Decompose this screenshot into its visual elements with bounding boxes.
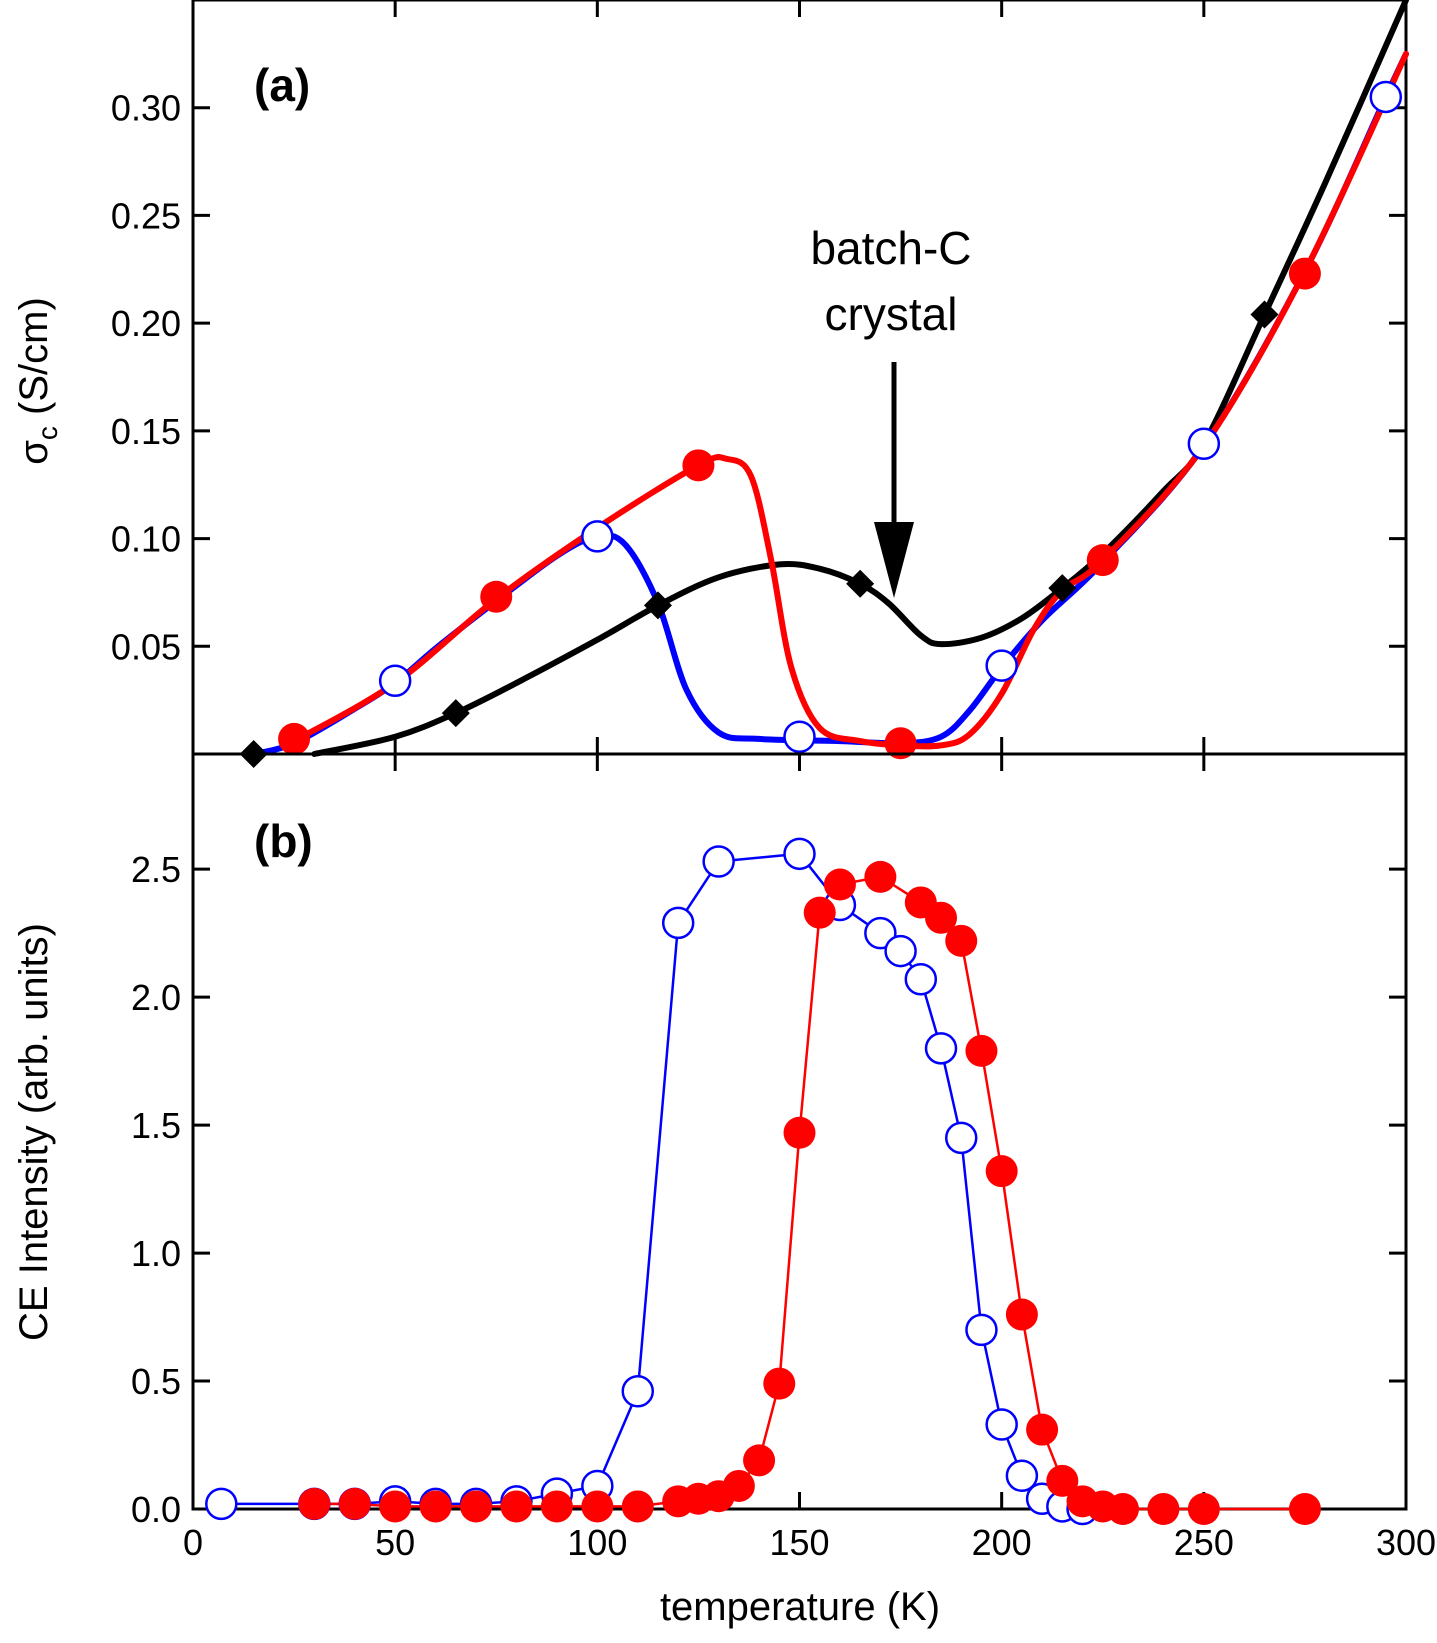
b-marker-blue-open-circle [702, 845, 735, 878]
b-marker-red-filled-circle [925, 901, 958, 934]
b-marker-red-filled-circle [621, 1490, 654, 1523]
panel-a-label: (a) [254, 59, 310, 111]
b-marker-red-filled-circle [722, 1469, 755, 1502]
b-marker-red-filled-circle [965, 1034, 998, 1067]
b-marker-red-filled-circle [1288, 1493, 1321, 1525]
a-marker-blue-open-circle [581, 520, 614, 553]
a-marker-red-filled-circle [278, 722, 311, 755]
b-marker-red-filled-circle [1005, 1298, 1038, 1331]
sigma-symbol: σ [12, 440, 56, 465]
a-marker-black-diamond [441, 699, 470, 728]
b-ytick-label: 2.0 [131, 977, 181, 1018]
a-marker-black-diamond [1048, 574, 1077, 603]
a-marker-red-filled-circle [480, 580, 513, 613]
b-marker-blue-open-circle [661, 906, 695, 940]
panel-a-ylabel: σc (S/cm) [12, 297, 63, 465]
a-ytick-label: 0.15 [111, 411, 181, 452]
annotation-line2: crystal [825, 288, 958, 340]
panel-b-series [205, 837, 1321, 1526]
b-ytick-label: 1.0 [131, 1233, 181, 1274]
panel-b-ylabel: CE Intensity (arb. units) [12, 923, 56, 1341]
a-marker-blue-open-circle [1187, 427, 1221, 461]
b-marker-red-filled-circle [1026, 1413, 1059, 1446]
sigma-subscript: c [32, 426, 63, 440]
b-marker-red-filled-circle [743, 1444, 776, 1477]
a-marker-red-filled-circle [884, 727, 917, 760]
b-marker-red-filled-circle [823, 868, 856, 901]
b-marker-red-filled-circle [864, 860, 897, 893]
b-marker-red-filled-circle [1187, 1493, 1220, 1525]
panel-a: 0.05 0.10 0.15 0.20 0.25 0.30 (a) batch-C cry… [12, 0, 1409, 768]
b-series-red-line [314, 875, 1305, 1511]
b-ytick-label: 1.5 [131, 1105, 181, 1146]
a-marker-blue-open-circle [1369, 80, 1403, 114]
b-marker-red-filled-circle [763, 1367, 796, 1400]
b-marker-blue-open-circle [864, 916, 897, 950]
b-marker-red-filled-circle [379, 1490, 412, 1523]
annotation-line1: batch-C [810, 222, 971, 274]
b-marker-blue-open-circle [985, 1408, 1018, 1441]
panel-b-ticks: 0.0 0.5 1.0 1.5 2.0 2.5 0 50 100 150 200 250 300 [131, 754, 1436, 1563]
a-ytick-label: 0.25 [111, 195, 181, 236]
panel-a-frame [191, 0, 1408, 756]
b-marker-red-filled-circle [1147, 1493, 1180, 1525]
a-marker-blue-open-circle [378, 664, 412, 698]
b-ytick-label: 0.0 [131, 1489, 181, 1530]
b-marker-red-filled-circle [338, 1487, 371, 1520]
a-series-black-line [311, 0, 1409, 757]
b-marker-blue-open-circle [205, 1487, 238, 1521]
a-marker-red-filled-circle [1086, 544, 1119, 577]
a-ytick-label: 0.10 [111, 519, 181, 560]
b-marker-blue-open-circle [924, 1032, 958, 1065]
b-marker-red-filled-circle [783, 1116, 816, 1149]
b-marker-red-filled-circle [1106, 1493, 1139, 1525]
a-marker-red-filled-circle [682, 449, 715, 482]
x-tick-label: 100 [567, 1522, 627, 1563]
b-marker-red-filled-circle [540, 1490, 573, 1523]
x-tick-label: 250 [1174, 1522, 1234, 1563]
b-marker-red-filled-circle [581, 1490, 614, 1523]
panel-a-ticks: 0.05 0.10 0.15 0.20 0.25 0.30 [111, 0, 1406, 754]
b-marker-blue-open-circle [944, 1121, 978, 1155]
b-marker-blue-open-circle [904, 962, 938, 996]
b-marker-red-filled-circle [985, 1155, 1018, 1188]
panel-b: 0.0 0.5 1.0 1.5 2.0 2.5 0 50 100 150 200 250 300 (b)… [12, 752, 1436, 1629]
b-marker-blue-open-circle [884, 934, 917, 968]
b-marker-blue-open-circle [783, 837, 816, 871]
b-ytick-label: 0.5 [131, 1361, 181, 1402]
x-axis-title: temperature (K) [660, 1585, 940, 1629]
b-marker-blue-open-circle [965, 1313, 998, 1347]
a-marker-black-diamond [1250, 300, 1279, 329]
x-tick-label: 150 [769, 1522, 829, 1563]
b-marker-blue-open-circle [1005, 1459, 1039, 1492]
panel-b-label: (b) [254, 815, 313, 867]
ylabel-units: (S/cm) [12, 297, 56, 426]
b-marker-blue-open-circle [621, 1375, 655, 1408]
a-ytick-label: 0.20 [111, 303, 181, 344]
x-tick-label: 0 [183, 1522, 203, 1563]
a-ytick-label: 0.30 [111, 88, 181, 129]
x-tick-label: 300 [1376, 1522, 1436, 1563]
a-series-red-line [291, 50, 1409, 750]
x-tick-label: 50 [375, 1522, 415, 1563]
x-tick-label: 200 [972, 1522, 1032, 1563]
a-marker-black-diamond [846, 569, 875, 598]
a-marker-red-filled-circle [1288, 257, 1321, 290]
b-marker-red-filled-circle [1046, 1464, 1079, 1497]
b-marker-red-filled-circle [298, 1487, 331, 1520]
a-marker-blue-open-circle [985, 649, 1018, 682]
panel-a-series [239, 0, 1409, 768]
a-ytick-label: 0.05 [111, 626, 181, 667]
annotation-arrow [874, 362, 914, 598]
b-marker-red-filled-circle [500, 1490, 533, 1523]
a-marker-blue-open-circle [783, 720, 816, 754]
b-marker-red-filled-circle [419, 1490, 452, 1523]
b-marker-red-filled-circle [945, 924, 978, 957]
b-marker-red-filled-circle [803, 896, 836, 929]
b-marker-red-filled-circle [460, 1490, 493, 1523]
a-marker-black-diamond [643, 591, 672, 620]
b-ytick-label: 2.5 [131, 849, 181, 890]
